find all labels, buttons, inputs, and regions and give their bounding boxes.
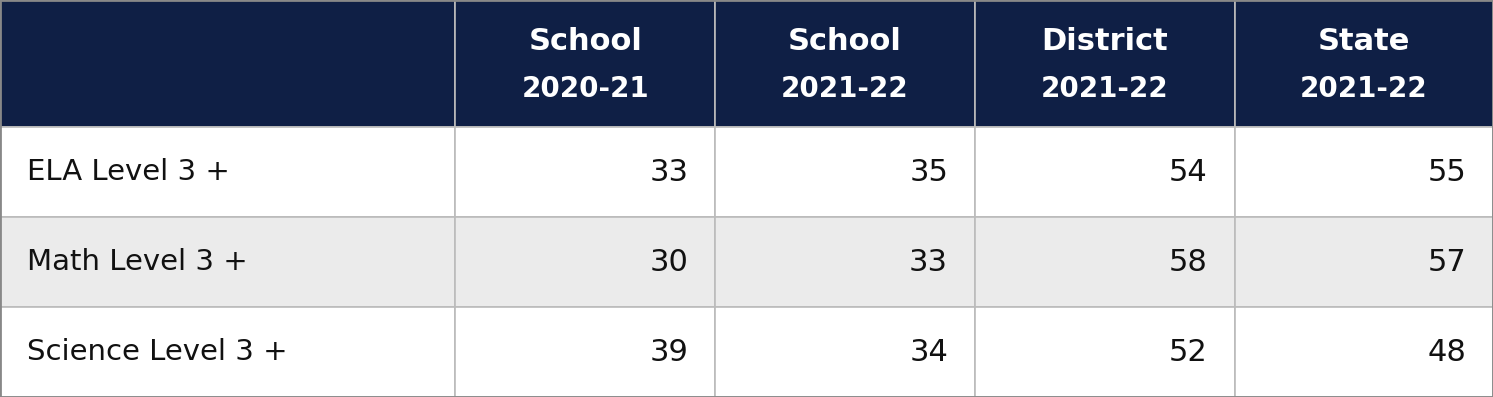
Bar (455, 217, 715, 307)
Bar (1235, 127, 1493, 217)
Bar (455, 127, 715, 217)
Text: 33: 33 (909, 247, 948, 277)
Text: ELA Level 3 +: ELA Level 3 + (27, 158, 230, 186)
Text: 55: 55 (1427, 158, 1466, 187)
Bar (715, 0, 975, 127)
Text: 30: 30 (649, 247, 688, 277)
Text: 2020-21: 2020-21 (521, 75, 649, 103)
Text: 35: 35 (909, 158, 948, 187)
Text: Science Level 3 +: Science Level 3 + (27, 338, 288, 366)
Text: 54: 54 (1169, 158, 1208, 187)
Text: State: State (1318, 27, 1409, 56)
Text: 34: 34 (909, 337, 948, 366)
Bar (715, 217, 975, 307)
Bar (715, 127, 975, 217)
Bar (0, 0, 455, 127)
Text: 39: 39 (649, 337, 688, 366)
Text: 2021-22: 2021-22 (1041, 75, 1169, 103)
Bar (715, 307, 975, 397)
Bar (0, 307, 455, 397)
Bar (975, 127, 1235, 217)
Text: 57: 57 (1427, 247, 1466, 277)
Bar (975, 307, 1235, 397)
Bar (1235, 217, 1493, 307)
Text: Math Level 3 +: Math Level 3 + (27, 248, 248, 276)
Text: 33: 33 (649, 158, 688, 187)
Text: 48: 48 (1427, 337, 1466, 366)
Text: 58: 58 (1169, 247, 1208, 277)
Text: 2021-22: 2021-22 (1300, 75, 1427, 103)
Bar (1235, 307, 1493, 397)
Text: School: School (529, 27, 642, 56)
Text: 52: 52 (1169, 337, 1208, 366)
Bar (1235, 0, 1493, 127)
Text: District: District (1042, 27, 1168, 56)
Bar (0, 127, 455, 217)
Bar (975, 217, 1235, 307)
Bar (975, 0, 1235, 127)
Bar (455, 307, 715, 397)
Text: 2021-22: 2021-22 (781, 75, 909, 103)
Bar (0, 217, 455, 307)
Text: School: School (788, 27, 902, 56)
Bar (455, 0, 715, 127)
